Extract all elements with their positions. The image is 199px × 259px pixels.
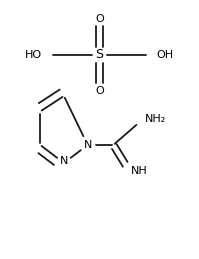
Text: N: N (83, 140, 92, 150)
Text: OH: OH (157, 50, 174, 60)
Text: N: N (60, 156, 68, 166)
Text: O: O (95, 14, 104, 24)
Text: S: S (96, 48, 103, 61)
Text: NH: NH (131, 166, 148, 176)
Text: HO: HO (25, 50, 42, 60)
Text: NH₂: NH₂ (145, 114, 166, 124)
Text: O: O (95, 86, 104, 96)
